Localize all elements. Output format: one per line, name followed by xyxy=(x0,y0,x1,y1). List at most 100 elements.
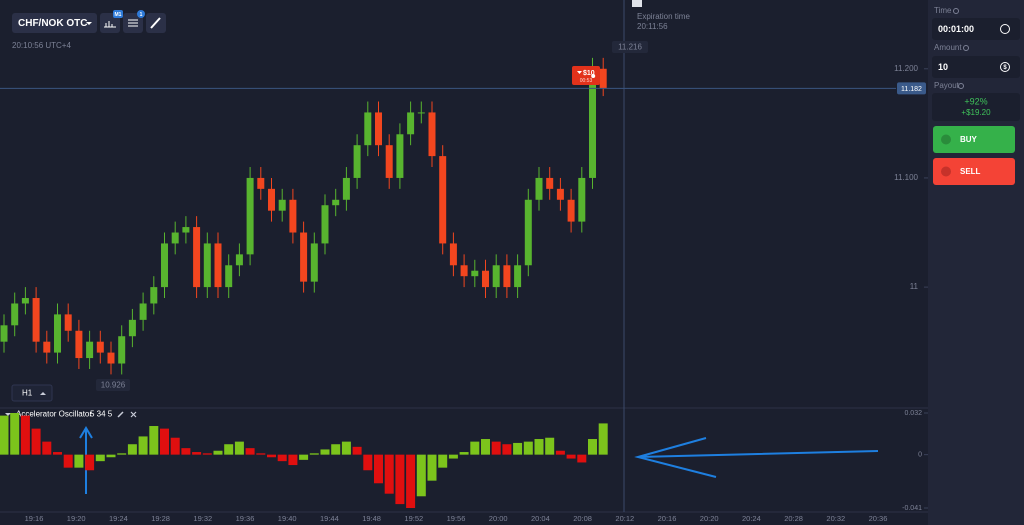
oscillator-bar xyxy=(234,441,244,455)
oscillator-bar xyxy=(106,454,116,458)
timeframe-button[interactable] xyxy=(11,384,53,402)
x-tick-label: 20:08 xyxy=(573,514,592,523)
oscillator-bar xyxy=(459,452,469,455)
oscillator-bar xyxy=(117,453,127,455)
candle-body xyxy=(203,243,211,288)
oscillator-bar xyxy=(513,442,523,455)
oscillator-bar xyxy=(438,454,448,468)
buy-label: BUY xyxy=(960,135,978,144)
expiration-time: 20:11:56 xyxy=(637,22,668,31)
x-tick-label: 20:04 xyxy=(531,514,550,523)
indicator-params: 5 34 5 xyxy=(90,410,113,419)
trade-marker xyxy=(572,66,600,85)
oscillator-bar xyxy=(267,454,276,458)
candle-body xyxy=(353,145,361,178)
candle-body xyxy=(449,243,457,266)
candle-body xyxy=(96,341,104,353)
candle-body xyxy=(118,336,126,364)
payout-box xyxy=(932,93,1020,121)
payout-amount: +$19.20 xyxy=(961,108,991,117)
x-tick-label: 19:44 xyxy=(320,514,339,523)
help-icon xyxy=(953,8,959,14)
icon xyxy=(128,19,138,27)
oscillator-bar xyxy=(138,436,148,455)
oscillator-bar xyxy=(42,441,52,455)
y-tick-label: 11.100 xyxy=(894,173,918,182)
oscillator-bar xyxy=(363,454,373,471)
oscillator-bar xyxy=(416,454,426,497)
oscillator-bar xyxy=(534,439,544,455)
oscillator-bar xyxy=(309,453,319,455)
candle-body xyxy=(407,112,415,135)
x-tick-label: 19:28 xyxy=(151,514,170,523)
oscillator-bar xyxy=(577,454,587,463)
oscillator-bar xyxy=(10,413,20,455)
candle-body xyxy=(75,330,83,359)
candle-body xyxy=(482,270,489,288)
candle-body xyxy=(310,243,318,282)
candle-body xyxy=(86,341,94,359)
oscillator-bar xyxy=(491,441,501,455)
candle-body xyxy=(128,319,136,337)
candle-body xyxy=(471,270,479,277)
sell-button[interactable] xyxy=(933,158,1015,185)
expiration-flag xyxy=(632,0,642,7)
candle-body xyxy=(225,265,233,288)
oscillator-bar xyxy=(523,441,533,455)
indicator-title: Accelerator Oscillator xyxy=(16,410,92,419)
oscillator-bar xyxy=(149,426,159,455)
oscillator-bar xyxy=(288,454,298,466)
price-label: 11.182 xyxy=(901,86,922,93)
x-tick-label: 19:36 xyxy=(236,514,255,523)
buy-button[interactable] xyxy=(933,126,1015,153)
x-tick-label: 19:56 xyxy=(447,514,466,523)
close-icon[interactable] xyxy=(130,411,137,418)
candle-body xyxy=(578,177,586,222)
timeframe: H1 xyxy=(22,389,33,398)
time-input[interactable] xyxy=(932,18,1020,40)
badge xyxy=(137,10,145,18)
oscillator-bar xyxy=(384,454,394,494)
pair-button[interactable] xyxy=(12,13,97,33)
oscillator-bar xyxy=(95,454,105,462)
icon xyxy=(104,21,116,28)
badge xyxy=(113,10,123,18)
oscillator-bar xyxy=(74,454,84,468)
oscillator-bar xyxy=(20,415,30,455)
x-tick-label: 19:40 xyxy=(278,514,297,523)
candle-body xyxy=(524,199,532,266)
amount-input[interactable] xyxy=(932,56,1020,78)
candle-body xyxy=(278,199,286,211)
time-value: 00:01:00 xyxy=(938,24,974,34)
candle-body xyxy=(535,177,543,200)
candle-body xyxy=(161,243,168,288)
candle-body xyxy=(139,303,147,320)
oscillator-bar xyxy=(320,449,330,455)
min-label-box xyxy=(96,379,130,391)
clock-icon xyxy=(1000,24,1010,34)
edit-icon[interactable] xyxy=(117,411,124,418)
oscillator-bar xyxy=(181,448,191,455)
x-tick-label: 20:24 xyxy=(742,514,761,523)
oscillator-bar xyxy=(160,428,169,455)
oscillator-bar xyxy=(427,454,437,481)
x-tick-label: 19:24 xyxy=(109,514,128,523)
trade-point xyxy=(591,74,596,78)
candle-body xyxy=(503,265,511,288)
oscillator-bar xyxy=(555,450,565,455)
currency: $ xyxy=(1003,65,1007,71)
oscillator-bar xyxy=(277,454,287,462)
oscillator-bar xyxy=(63,454,73,468)
oscillator-bar xyxy=(85,454,95,471)
candle-body xyxy=(396,134,404,178)
icon xyxy=(150,17,161,29)
x-tick-label: 19:16 xyxy=(25,514,44,523)
oscillator-bar xyxy=(448,454,458,459)
oscillator-bar xyxy=(53,452,62,455)
candle-body xyxy=(492,265,500,288)
y-tick-label: 11.200 xyxy=(894,64,918,73)
candle-body xyxy=(364,112,372,146)
y-tick-label: -0.041 xyxy=(902,505,922,512)
expiration-label: Expiration time xyxy=(637,12,690,21)
sell-label: SELL xyxy=(960,167,981,176)
